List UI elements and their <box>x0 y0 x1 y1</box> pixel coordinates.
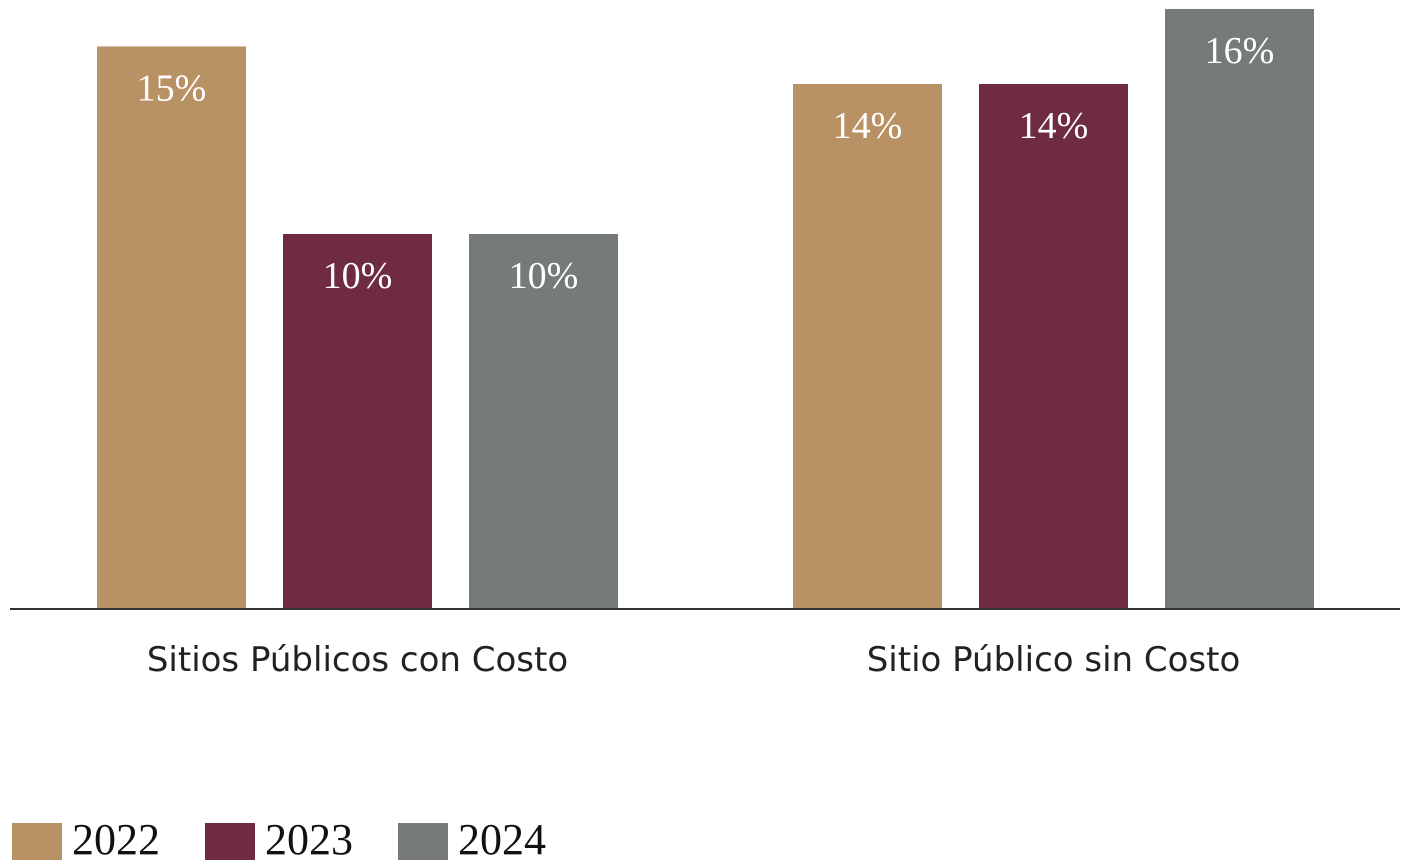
x-tick-label: Sitio Público sin Costo <box>867 640 1241 680</box>
data-label: 14% <box>1019 105 1089 147</box>
bar <box>1165 9 1314 609</box>
bar <box>793 84 942 609</box>
data-label: 16% <box>1205 30 1275 72</box>
legend-swatch <box>12 823 62 860</box>
bar <box>979 84 1128 609</box>
legend-label: 2022 <box>72 815 160 864</box>
data-label: 15% <box>137 68 207 110</box>
legend-label: 2024 <box>458 815 546 864</box>
legend-swatch <box>398 823 448 860</box>
bar <box>97 46 246 609</box>
legend-label: 2023 <box>265 815 353 864</box>
x-tick-label: Sitios Públicos con Costo <box>147 640 568 680</box>
data-label: 14% <box>833 105 903 147</box>
data-label: 10% <box>323 255 393 297</box>
bar <box>469 234 618 609</box>
bar <box>283 234 432 609</box>
legend-swatch <box>205 823 255 860</box>
data-label: 10% <box>509 255 579 297</box>
